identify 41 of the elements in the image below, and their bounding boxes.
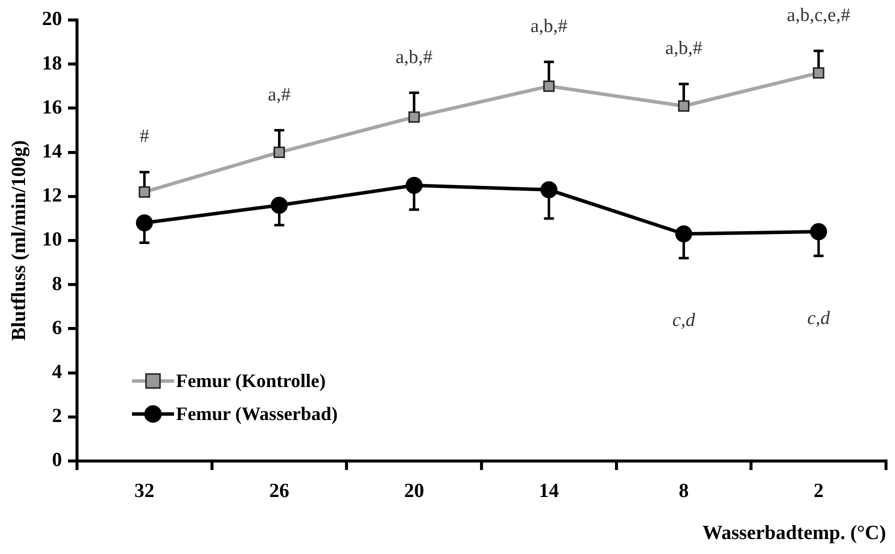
annotation: a,b,# — [396, 46, 434, 68]
y-tick-label: 20 — [42, 8, 62, 30]
legend-label: Femur (Wasserbad) — [176, 404, 338, 425]
x-tick-label: 8 — [678, 480, 689, 502]
point — [408, 111, 420, 123]
point — [138, 186, 150, 198]
x-tick-label: 26 — [269, 480, 290, 502]
point — [270, 196, 288, 214]
point — [675, 225, 692, 242]
x-tick-label: 20 — [404, 480, 424, 502]
y-tick-label: 8 — [52, 272, 62, 295]
annotation: a,# — [268, 84, 292, 106]
y-tick-label: 2 — [52, 405, 62, 428]
y-axis-title: Blutfluss (ml/min/100g) — [8, 140, 30, 341]
y-tick-label: 10 — [42, 228, 62, 251]
annotation: a,b,# — [665, 38, 703, 59]
x-axis-title: Wasserbadtemp. (°C) — [702, 522, 886, 544]
annotation: # — [140, 126, 150, 148]
y-tick-label: 14 — [42, 140, 62, 162]
x-tick-label: 14 — [538, 480, 559, 502]
point — [678, 100, 690, 112]
x-tick-label: 32 — [134, 480, 154, 502]
y-tick-label: 12 — [42, 184, 62, 207]
annotation: a,b,# — [530, 16, 568, 37]
y-tick-label: 16 — [42, 96, 62, 118]
point — [136, 214, 153, 232]
y-tick-label: 18 — [42, 52, 62, 74]
y-tick-label: 4 — [52, 360, 62, 383]
point — [812, 67, 824, 79]
y-tick-label: 6 — [52, 316, 62, 339]
annotation: a,b,c,e,# — [786, 4, 851, 26]
annotation: c,d — [672, 310, 696, 332]
annotation: c,d — [807, 308, 830, 329]
point — [540, 181, 558, 198]
x-tick-label: 2 — [814, 480, 824, 502]
legend-label: Femur (Kontrolle) — [176, 370, 326, 392]
point — [274, 146, 285, 158]
y-tick-label: 0 — [52, 449, 62, 472]
point — [406, 176, 423, 194]
point — [810, 223, 828, 240]
point — [543, 80, 555, 92]
